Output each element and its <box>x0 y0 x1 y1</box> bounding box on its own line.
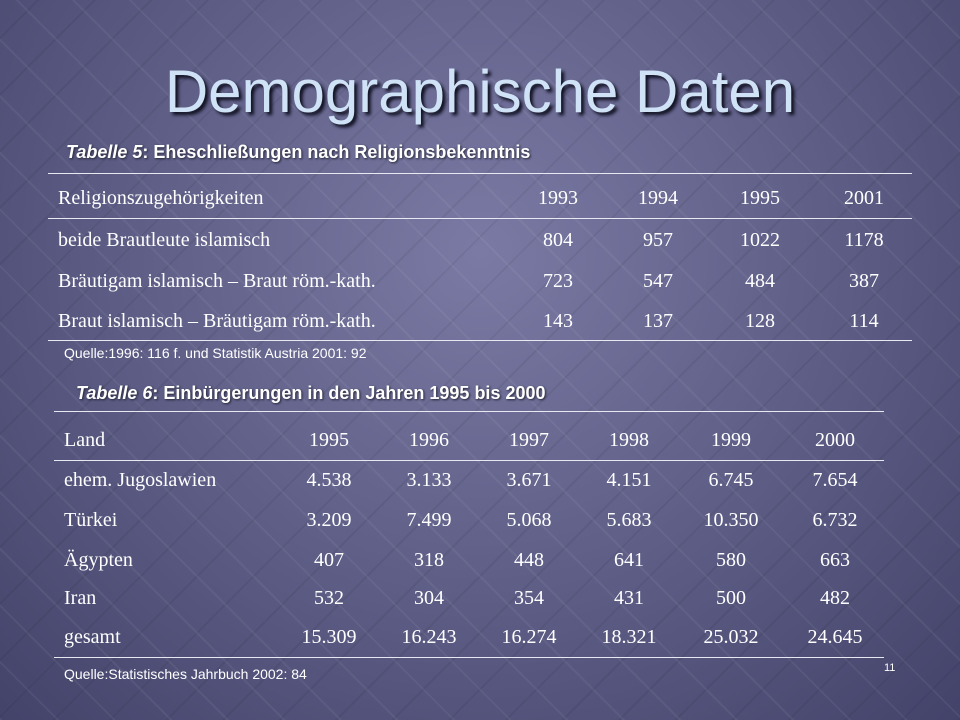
table6-row-label: Türkei <box>64 509 118 531</box>
table5-row-label: beide Brautleute islamisch <box>58 229 271 251</box>
table5-row: beide Brautleute islamisch 804 957 1022 … <box>48 220 912 260</box>
table6-cell: 7.499 <box>406 509 452 531</box>
table6-source: Quelle:Statistisches Jahrbuch 2002: 84 <box>64 666 307 682</box>
table6-header-land: Land <box>64 429 106 451</box>
table5-cell: 387 <box>849 270 879 292</box>
table5-cell: 143 <box>543 310 573 332</box>
table6-cell: 16.243 <box>401 626 457 648</box>
table6-header-1997: 1997 <box>509 429 549 451</box>
table5-top-rule <box>48 173 912 174</box>
table6-header-1999: 1999 <box>711 429 751 451</box>
table5-header-1994: 1994 <box>638 187 678 209</box>
table6-row: ehem. Jugoslawien 4.538 3.133 3.671 4.15… <box>54 460 884 500</box>
table5-header-rule <box>48 218 912 219</box>
table6-header-1998: 1998 <box>609 429 649 451</box>
table6-row-label: ehem. Jugoslawien <box>64 469 217 491</box>
slide-number: 11 <box>884 662 896 674</box>
table6-cell: 25.032 <box>703 626 759 648</box>
table6-header-1996: 1996 <box>409 429 449 451</box>
table6-row: Iran 532 304 354 431 500 482 <box>54 578 884 618</box>
table5-caption: Tabelle 5: Eheschließungen nach Religion… <box>66 142 530 163</box>
table6-cell: 500 <box>716 587 746 609</box>
table5-source: Quelle:1996: 116 f. und Statistik Austri… <box>64 345 367 361</box>
table5-header-religion: Religionszugehörigkeiten <box>58 187 264 209</box>
table6-header-2000: 2000 <box>815 429 855 451</box>
table6-caption: Tabelle 6: Einbürgerungen in den Jahren … <box>76 383 546 404</box>
table6-cell: 24.645 <box>807 626 863 648</box>
table6-cell: 4.151 <box>606 469 652 491</box>
table6-cell: 6.745 <box>708 469 754 491</box>
table5-cell: 804 <box>543 229 573 251</box>
table5-cell: 137 <box>643 310 673 332</box>
table6-cell: 354 <box>514 587 544 609</box>
table5-caption-text: : Eheschließungen nach Religionsbekenntn… <box>142 142 531 162</box>
table5-row: Braut islamisch – Bräutigam röm.-kath. 1… <box>48 301 912 341</box>
table6-caption-label: Tabelle 6 <box>76 383 153 403</box>
table6-cell: 3.209 <box>306 509 352 531</box>
table6-header-row: Land 1995 1996 1997 1998 1999 2000 <box>54 420 884 460</box>
table6-cell: 5.068 <box>506 509 552 531</box>
table5-cell: 957 <box>643 229 673 251</box>
table6-cell: 431 <box>614 587 644 609</box>
table5-header-1993: 1993 <box>538 187 578 209</box>
table5-cell: 484 <box>745 270 775 292</box>
table6-header-1995: 1995 <box>309 429 349 451</box>
table6-cell: 580 <box>716 549 746 571</box>
table6-cell: 663 <box>820 549 850 571</box>
table6-cell: 407 <box>314 549 344 571</box>
table6-row: Türkei 3.209 7.499 5.068 5.683 10.350 6.… <box>54 500 884 540</box>
table6-cell: 3.133 <box>406 469 452 491</box>
table6-cell: 7.654 <box>812 469 858 491</box>
table6-header-rule <box>54 460 884 461</box>
table6-row-label: gesamt <box>64 626 121 648</box>
table5-row-label: Bräutigam islamisch – Braut röm.-kath. <box>58 270 376 292</box>
table5-cell: 1178 <box>844 229 884 251</box>
table6-cell: 641 <box>614 549 644 571</box>
table6-cell: 318 <box>414 549 444 571</box>
table5-caption-label: Tabelle 5 <box>66 142 143 162</box>
table5-bottom-rule <box>48 340 912 341</box>
table5-row-label: Braut islamisch – Bräutigam röm.-kath. <box>58 310 376 332</box>
table5-header-2001: 2001 <box>844 187 884 209</box>
table6-caption-text: : Einbürgerungen in den Jahren 1995 bis … <box>152 383 546 403</box>
table6-cell: 18.321 <box>601 626 657 648</box>
table6-row-label: Ägypten <box>64 549 133 571</box>
table5-cell: 547 <box>643 270 673 292</box>
table5-cell: 128 <box>745 310 775 332</box>
table6-cell: 3.671 <box>506 469 552 491</box>
table5-row: Bräutigam islamisch – Braut röm.-kath. 7… <box>48 261 912 301</box>
table5-header-1995: 1995 <box>740 187 780 209</box>
table6-row-label: Iran <box>64 587 97 609</box>
table6-cell: 532 <box>314 587 344 609</box>
table5-header-row: Religionszugehörigkeiten 1993 1994 1995 … <box>48 178 912 218</box>
table6-cell: 482 <box>820 587 850 609</box>
slide-title: Demographische Daten <box>164 58 796 125</box>
table5-cell: 114 <box>849 310 879 332</box>
table5-cell: 723 <box>543 270 573 292</box>
table6-cell: 448 <box>514 549 544 571</box>
table6-cell: 4.538 <box>306 469 352 491</box>
table6-cell: 6.732 <box>812 509 858 531</box>
table6-cell: 5.683 <box>606 509 652 531</box>
table6-bottom-rule <box>54 657 884 658</box>
table6-row: gesamt 15.309 16.243 16.274 18.321 25.03… <box>54 617 884 657</box>
table6-row: Ägypten 407 318 448 641 580 663 <box>54 540 884 580</box>
table5-cell: 1022 <box>740 229 780 251</box>
table6-cell: 10.350 <box>703 509 759 531</box>
table6-cell: 16.274 <box>501 626 557 648</box>
table6-cell: 15.309 <box>301 626 357 648</box>
table6-top-rule <box>54 411 884 412</box>
table6-cell: 304 <box>414 587 444 609</box>
